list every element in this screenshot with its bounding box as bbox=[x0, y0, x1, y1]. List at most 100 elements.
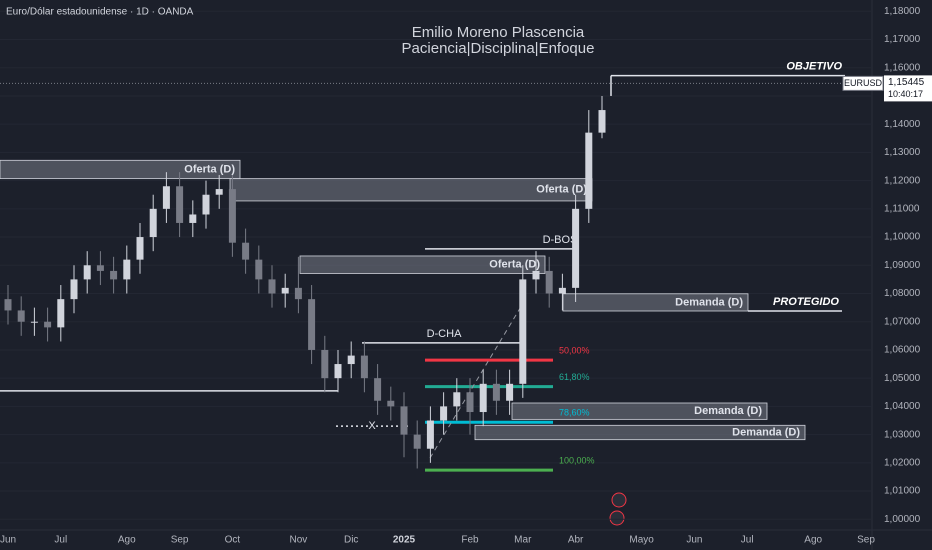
zone-label: Demanda (D) bbox=[675, 296, 743, 308]
level-label: PROTEGIDO bbox=[773, 296, 839, 308]
y-tick-label: 1,17000 bbox=[884, 34, 921, 45]
candle-body bbox=[453, 392, 461, 407]
candle-body bbox=[479, 383, 487, 413]
icons bbox=[609, 492, 627, 526]
candle-body bbox=[4, 299, 12, 311]
level-label: D-CHA bbox=[427, 328, 462, 340]
event-icon bbox=[609, 510, 625, 526]
zone-label: Demanda (D) bbox=[694, 405, 762, 417]
y-tick-label: 1,03000 bbox=[884, 429, 921, 440]
candle-body bbox=[466, 392, 474, 413]
y-tick-label: 1,09000 bbox=[884, 260, 921, 271]
y-tick-label: 1,04000 bbox=[884, 401, 921, 412]
candle-body bbox=[149, 208, 157, 238]
y-tick-label: 1,16000 bbox=[884, 62, 921, 73]
candle-body bbox=[360, 355, 368, 379]
candle-body bbox=[598, 110, 606, 133]
candle-body bbox=[57, 299, 65, 328]
candle-body bbox=[30, 321, 38, 323]
candle-body bbox=[321, 349, 329, 379]
candle-body bbox=[189, 214, 197, 223]
fib-label: 61,80% bbox=[559, 372, 590, 382]
fib-label: 78,60% bbox=[559, 408, 590, 418]
y-tick-label: 1,07000 bbox=[884, 316, 921, 327]
y-tick-label: 1,11000 bbox=[884, 203, 920, 214]
candle-body bbox=[413, 434, 421, 449]
y-tick-label: 1,05000 bbox=[884, 373, 921, 384]
chart-subtitle: Paciencia|Disciplina|Enfoque bbox=[402, 40, 595, 57]
zone-label: Oferta (D) bbox=[184, 163, 235, 175]
x-tick-label: Mar bbox=[514, 535, 532, 546]
x-tick-label: Mayo bbox=[629, 535, 654, 546]
x-tick-label: Feb bbox=[461, 535, 479, 546]
candle-body bbox=[492, 383, 500, 401]
y-tick-label: 1,12000 bbox=[884, 175, 921, 186]
event-icon bbox=[611, 492, 627, 508]
x-tick-label: Jul bbox=[54, 535, 67, 546]
candle-body bbox=[506, 383, 514, 401]
level-label: D-BOS bbox=[543, 234, 578, 246]
zone-label: Oferta (D) bbox=[536, 184, 587, 196]
y-tick-label: 1,06000 bbox=[884, 345, 921, 356]
x-tick-label: Ago bbox=[804, 535, 822, 546]
candle-body bbox=[585, 132, 593, 209]
y-tick-label: 1,02000 bbox=[884, 457, 921, 468]
candle-body bbox=[215, 189, 223, 195]
candle-body bbox=[440, 406, 448, 421]
candle-body bbox=[83, 265, 91, 280]
zone bbox=[474, 424, 806, 441]
candle-body bbox=[374, 378, 382, 401]
level-label: X bbox=[368, 420, 376, 432]
fib-label: 50,00% bbox=[559, 345, 590, 355]
candle-body bbox=[176, 186, 184, 223]
candle-body bbox=[545, 270, 553, 294]
symbol-badge bbox=[842, 75, 884, 91]
y-tick-label: 1,14000 bbox=[884, 119, 921, 130]
candle-body bbox=[136, 237, 144, 260]
last-price-label: 1,15445 bbox=[888, 77, 925, 88]
candle-body bbox=[519, 279, 527, 384]
candle-body bbox=[70, 279, 78, 300]
x-tick-label: Nov bbox=[290, 535, 308, 546]
candle-body bbox=[387, 400, 395, 407]
candle-body bbox=[228, 189, 236, 243]
candle-body bbox=[255, 259, 263, 280]
y-tick-label: 1,08000 bbox=[884, 288, 921, 299]
candle-body bbox=[426, 420, 434, 449]
candle-body bbox=[347, 355, 355, 365]
countdown-label: 10:40:17 bbox=[888, 89, 923, 99]
trend-dash bbox=[429, 299, 526, 459]
x-tick-label: Ago bbox=[118, 535, 136, 546]
candle-body bbox=[400, 406, 408, 435]
x-tick-label: Sep bbox=[171, 535, 189, 546]
chart-title: Emilio Moreno Plascencia bbox=[412, 24, 585, 41]
fib-label: 100,00% bbox=[559, 456, 595, 466]
candle-body bbox=[308, 299, 316, 350]
level-label: OBJETIVO bbox=[786, 61, 842, 73]
zone-label: Demanda (D) bbox=[732, 426, 800, 438]
candle-body bbox=[96, 265, 104, 271]
x-tick-label: Jun bbox=[0, 535, 16, 546]
candle-body bbox=[572, 208, 580, 288]
x-tick-label: Abr bbox=[568, 535, 584, 546]
symbol-label: EURUSD bbox=[844, 78, 883, 88]
candle-body bbox=[281, 287, 289, 294]
x-tick-label: Sep bbox=[857, 535, 875, 546]
candle-body bbox=[558, 287, 566, 294]
y-tick-label: 1,13000 bbox=[884, 147, 921, 158]
price-badge bbox=[884, 75, 932, 102]
zone-label: Oferta (D) bbox=[489, 259, 540, 271]
zone bbox=[511, 402, 768, 420]
candle-body bbox=[110, 270, 118, 280]
x-tick-label: Jun bbox=[686, 535, 702, 546]
zone bbox=[299, 255, 546, 274]
candle-body bbox=[162, 186, 170, 209]
candle-body bbox=[532, 270, 540, 280]
candle-body bbox=[17, 310, 25, 322]
candle-body bbox=[44, 321, 52, 328]
x-tick-label: 2025 bbox=[393, 535, 416, 546]
y-tick-label: 1,18000 bbox=[884, 6, 921, 17]
zone bbox=[562, 293, 749, 312]
